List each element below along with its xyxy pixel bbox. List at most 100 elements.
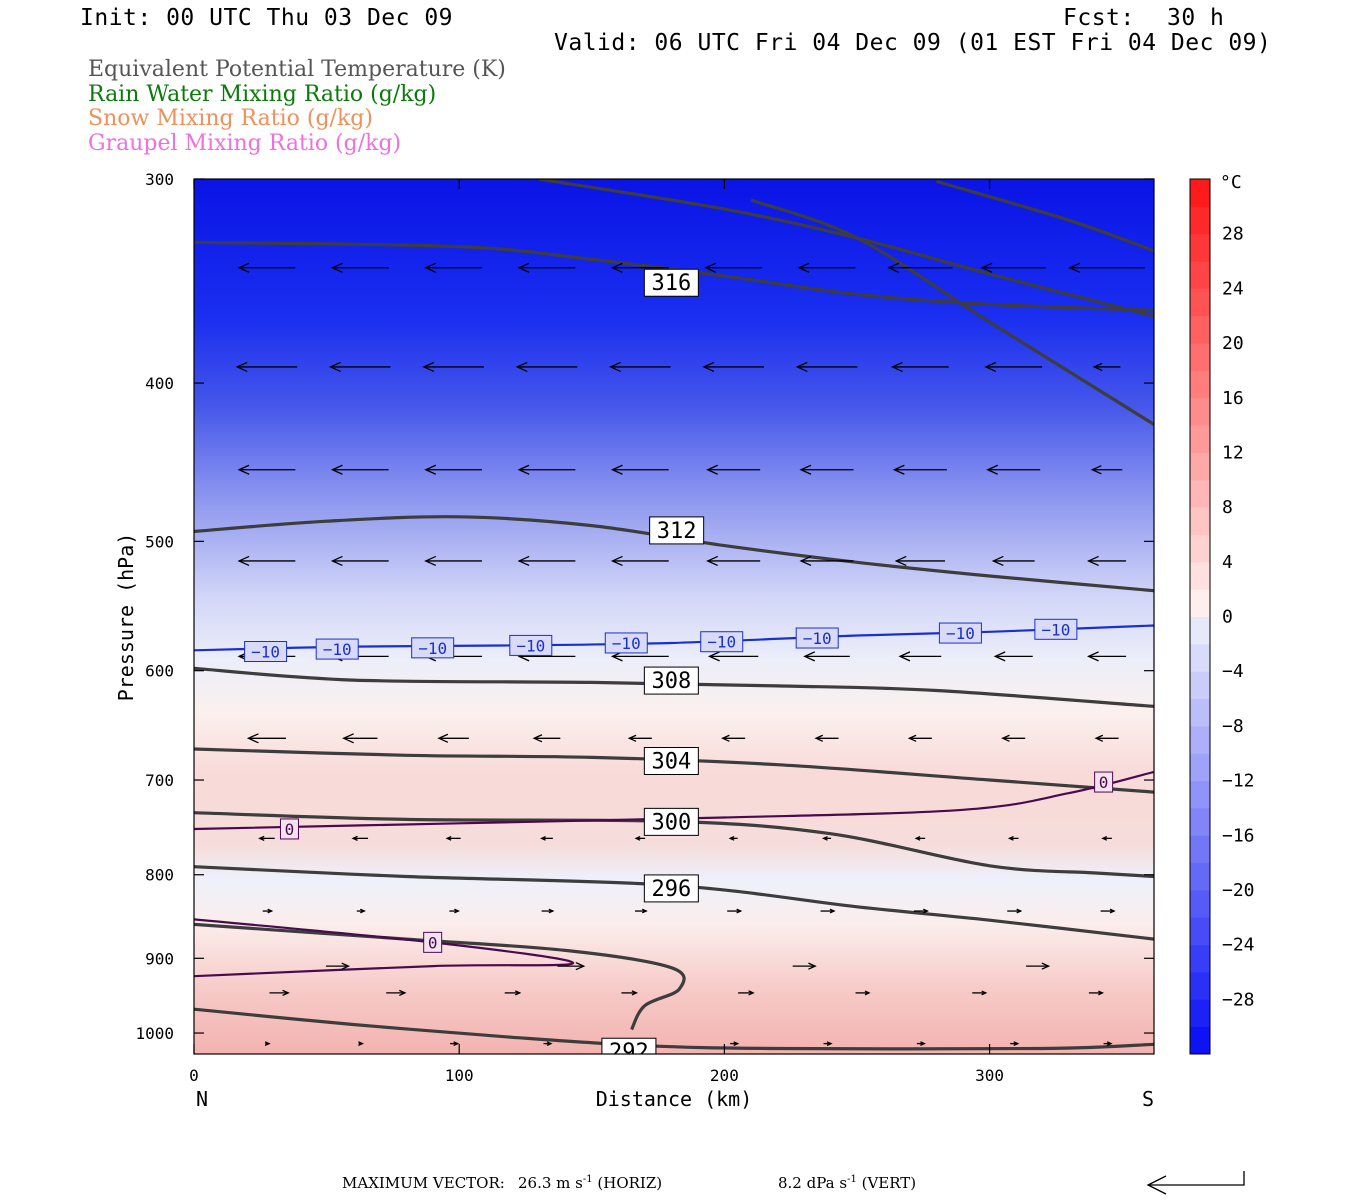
wind-vector — [351, 835, 369, 841]
wind-vector — [1001, 734, 1026, 742]
wind-vector-head — [631, 990, 639, 996]
wind-vector — [913, 908, 929, 914]
vert-tag: (VERT) — [861, 1174, 917, 1192]
wind-vector-head — [267, 908, 274, 914]
wind-vector-head — [342, 733, 354, 744]
theta-e-contour-unlabeled-9 — [194, 922, 686, 1031]
wind-vector-head — [707, 651, 720, 662]
wind-vector-head — [864, 990, 871, 996]
wind-vector — [855, 990, 871, 996]
wind-vector — [235, 361, 298, 373]
colorbar-bin — [1190, 999, 1210, 1028]
wind-vector — [1010, 1041, 1020, 1046]
colorbar-tick-label: −20 — [1222, 880, 1255, 901]
wind-vector — [424, 555, 483, 567]
x-tick-label: 100 — [445, 1066, 474, 1085]
wind-vector — [984, 361, 1043, 373]
wind-vector — [1100, 908, 1116, 914]
wind-vector — [330, 464, 389, 475]
wind-vector-head — [923, 908, 929, 914]
wind-vector — [1086, 651, 1127, 662]
theta-e-label-box — [643, 874, 699, 903]
wind-vector-head — [437, 733, 449, 743]
wind-vector — [991, 555, 1035, 567]
wind-vector — [532, 734, 561, 743]
wind-vector-head — [1086, 555, 1099, 567]
wind-vector — [738, 990, 755, 996]
colorbar-bin — [1190, 671, 1210, 700]
theta-e-contour-300 — [194, 811, 1154, 879]
temperature-label-box — [795, 627, 839, 649]
colorbar-bin — [1190, 971, 1210, 1000]
wind-vector-head — [548, 908, 555, 914]
colorbar-bin — [1190, 807, 1210, 836]
wind-vector-head — [1001, 734, 1010, 742]
colorbar-tick-label: −4 — [1222, 661, 1244, 682]
wind-vector — [1090, 465, 1123, 475]
wind-vector — [1007, 908, 1023, 914]
wind-vector — [610, 555, 669, 567]
colorbar-bin — [1190, 179, 1210, 207]
theta-e-label: 316 — [651, 271, 691, 296]
wind-vector — [237, 555, 296, 567]
wind-vector-head — [733, 1041, 740, 1046]
wind-vector-head — [981, 990, 988, 996]
wind-vector — [914, 835, 926, 841]
cross-section-chart: 316 312 308 304 300 296 292 −10 −10 −10 −10 −10 −10 −… — [114, 170, 1255, 1111]
wind-vector — [540, 835, 553, 841]
wind-vector-head — [517, 555, 530, 567]
wind-vector-head — [454, 908, 460, 914]
wind-vector-head — [1106, 1041, 1113, 1046]
wind-vector — [246, 733, 286, 744]
colorbar-bin — [1190, 288, 1210, 317]
wind-vector-head — [610, 555, 623, 567]
y-tick-label: 500 — [145, 532, 174, 551]
wind-vector — [898, 651, 942, 662]
wind-vector-head — [728, 835, 735, 841]
y-tick-label: 600 — [145, 662, 174, 681]
wind-vector — [803, 651, 850, 662]
wind-vector-head — [399, 989, 407, 997]
wind-vector — [1007, 835, 1019, 841]
wind-vector — [269, 989, 290, 997]
wind-vector — [541, 908, 555, 914]
wind-vector-head — [634, 835, 641, 841]
wind-vector-head — [1007, 835, 1014, 841]
wind-vector-head — [1013, 1041, 1020, 1046]
wind-vector-head — [993, 651, 1006, 662]
wind-vector-head — [706, 555, 718, 567]
temperature-label: −10 — [323, 640, 352, 659]
colorbar-bin — [1190, 507, 1210, 535]
wind-vector — [237, 464, 296, 475]
wind-vector-head — [808, 962, 817, 970]
colorbar-bin — [1190, 315, 1210, 344]
contour-labels: 316 312 308 304 300 296 292 −10 −10 −10 −10 −10 −10 −… — [244, 268, 1114, 1054]
wind-vector — [980, 262, 1046, 273]
wind-vector — [707, 651, 759, 662]
y-tick-label: 700 — [145, 771, 174, 790]
wind-vector — [237, 262, 296, 273]
y-tick-label: 800 — [145, 866, 174, 885]
wind-vector-head — [898, 651, 911, 662]
colorbar-bin — [1190, 561, 1210, 590]
colorbar-bin — [1190, 917, 1210, 946]
wind-vector-head — [887, 262, 900, 273]
wind-vector — [907, 734, 932, 742]
legend-snow: Snow Mixing Ratio (g/kg) — [88, 106, 373, 131]
wind-vector — [728, 835, 738, 841]
theta-e-contours — [194, 179, 1154, 1051]
wind-vector-head — [360, 908, 366, 914]
wind-vector — [1068, 262, 1145, 273]
wind-vector — [1026, 962, 1051, 970]
colorbar-bin — [1190, 370, 1210, 399]
wind-vector — [449, 908, 460, 914]
temperature-label-box — [1034, 618, 1078, 640]
wind-vector-head — [1090, 465, 1102, 475]
x-tick-label: 200 — [710, 1066, 739, 1085]
colorbar-bin — [1190, 862, 1210, 891]
wind-vector-head — [237, 464, 250, 475]
wind-vector — [358, 1041, 365, 1046]
wind-vector-head — [892, 464, 905, 475]
wind-vector — [1103, 1041, 1113, 1046]
wind-vector-head — [821, 835, 828, 841]
